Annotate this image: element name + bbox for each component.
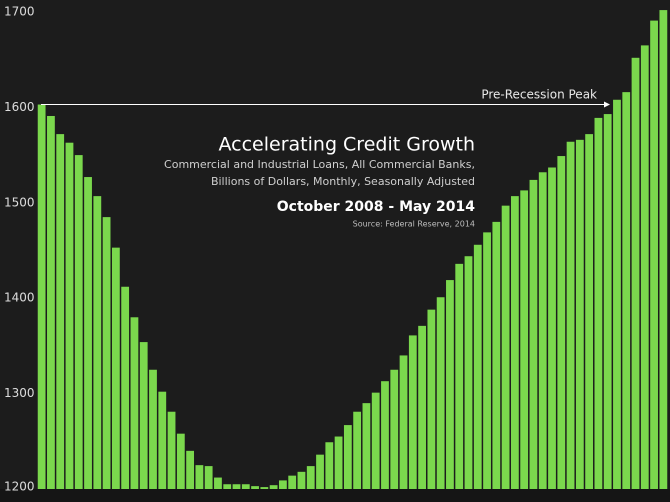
bar	[557, 156, 566, 489]
subtitle: Billions of Dollars, Monthly, Seasonally…	[211, 175, 475, 188]
bar	[353, 411, 362, 489]
bar	[436, 297, 445, 489]
bar	[74, 155, 83, 489]
bar	[214, 477, 222, 489]
bar	[279, 480, 287, 489]
y-tick-label: 1700	[4, 5, 35, 19]
bar	[594, 117, 603, 490]
bar	[548, 167, 556, 489]
bar	[121, 286, 130, 489]
source: Source: Federal Reserve, 2014	[353, 220, 475, 229]
annotation: Pre-Recession Peak	[481, 88, 597, 102]
bar	[520, 190, 529, 489]
bar	[186, 450, 195, 489]
y-tick-label: 1500	[4, 195, 35, 209]
bar	[418, 325, 426, 489]
bar	[251, 486, 259, 489]
y-tick-label: 1400	[4, 291, 35, 305]
bar	[492, 221, 501, 489]
bar	[613, 99, 621, 489]
arrow-head	[604, 101, 610, 108]
y-tick-label: 1600	[4, 100, 35, 114]
bar	[464, 256, 473, 489]
bar	[603, 114, 612, 489]
y-tick-label: 1200	[4, 480, 35, 494]
bar	[269, 485, 278, 489]
bar	[650, 20, 658, 490]
bar	[538, 172, 547, 489]
bar	[631, 57, 640, 490]
chart-title: Accelerating Credit Growth	[219, 134, 476, 156]
bar	[130, 317, 139, 489]
bar	[473, 244, 482, 489]
bar	[343, 425, 352, 489]
bar	[316, 454, 324, 489]
bar	[195, 465, 204, 489]
bar	[622, 92, 631, 490]
bar	[566, 141, 575, 489]
bar	[65, 142, 74, 489]
bar	[84, 177, 92, 490]
bar	[529, 179, 538, 490]
bar	[399, 355, 408, 489]
bar	[381, 381, 389, 489]
bar	[204, 466, 213, 489]
bar	[93, 196, 102, 489]
bar	[334, 436, 343, 489]
bar	[102, 217, 111, 490]
bar	[325, 442, 334, 489]
bar	[149, 369, 157, 489]
bar	[158, 391, 167, 489]
bar	[176, 433, 185, 489]
bar	[37, 104, 46, 490]
bar	[139, 342, 148, 489]
bar	[390, 369, 399, 489]
bar	[659, 10, 668, 489]
bar	[446, 280, 454, 489]
bar	[297, 471, 306, 489]
bar	[483, 232, 491, 489]
bar	[288, 475, 297, 489]
bar	[260, 487, 269, 489]
bar	[223, 484, 232, 489]
bar	[232, 484, 241, 489]
bar	[455, 263, 464, 489]
bar	[47, 115, 55, 490]
bar	[371, 392, 380, 489]
subtitle: Commercial and Industrial Loans, All Com…	[164, 158, 475, 171]
bar	[510, 196, 519, 489]
bar	[640, 45, 649, 489]
bar	[306, 466, 315, 489]
bar	[585, 134, 594, 489]
bar	[408, 335, 417, 489]
bar	[427, 309, 436, 489]
bar	[501, 205, 510, 490]
base-strip	[0, 489, 670, 502]
bar	[56, 134, 65, 489]
y-tick-label: 1300	[4, 386, 35, 400]
bar	[362, 403, 371, 489]
date-range: October 2008 - May 2014	[277, 199, 476, 215]
bar	[575, 139, 584, 489]
bar	[111, 247, 120, 489]
bar	[167, 411, 176, 489]
bar	[241, 484, 250, 489]
